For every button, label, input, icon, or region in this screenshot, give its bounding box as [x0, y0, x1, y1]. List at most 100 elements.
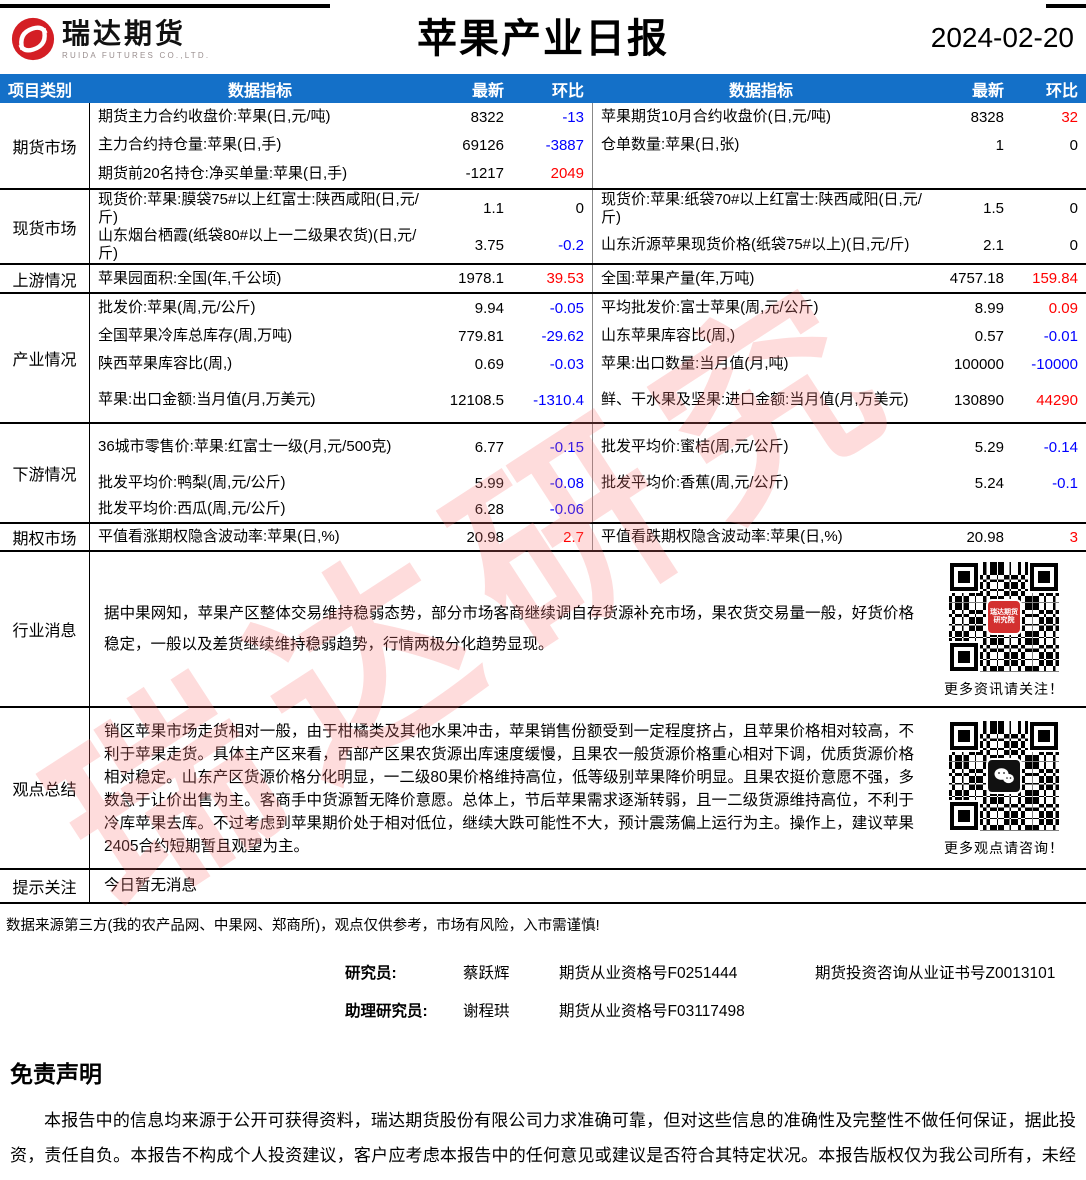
change-value: -0.03 [549, 355, 584, 373]
qr-finder-icon [950, 722, 978, 750]
latest-value: 12108.5 [449, 391, 504, 409]
latest-value: 130890 [953, 391, 1004, 409]
logo-name-en: RUIDA FUTURES CO.,LTD. [62, 50, 211, 60]
researcher-row: 研究员: 蔡跃辉 期货从业资格号F0251444 期货投资咨询从业证书号Z001… [345, 961, 1086, 983]
latest-value: 69126 [462, 136, 504, 154]
section-options: 期权市场 平值看涨期权隐含波动率:苹果(日,%) 20.98 2.7 平值看跌期… [0, 522, 1086, 550]
researchers-block: 研究员: 蔡跃辉 期货从业资格号F0251444 期货投资咨询从业证书号Z001… [345, 961, 1086, 1021]
news-content: 据中果网知，苹果产区整体交易维持稳弱态势，部分市场客商继续调自存货源补充市场，果… [90, 552, 1086, 706]
section-futures: 期货市场 期货主力合约收盘价:苹果(日,元/吨) 8322 -13 苹果期货10… [0, 103, 1086, 188]
col-header-category: 项目类别 [8, 82, 73, 100]
change-value: 0 [1069, 200, 1078, 217]
change-value: -13 [562, 108, 584, 126]
section-industry: 产业情况 批发价:苹果(周,元/公斤) 9.94 -0.05 平均批发价:富士苹… [0, 292, 1086, 422]
ruida-logo-icon [11, 17, 55, 61]
indicator: 山东烟台栖霞(纸袋80#以上一二级果农货)(日,元/斤) [98, 227, 417, 262]
researcher-row: 助理研究员: 谢程珙 期货从业资格号F03117498 [345, 999, 1086, 1021]
table-header-row: 项目类别 数据指标 最新 环比 数据指标 最新 环比 [0, 74, 1086, 103]
latest-value: 8322 [470, 108, 504, 126]
qr-code-contact [945, 717, 1063, 835]
change-value: -0.15 [549, 438, 584, 456]
indicator: 苹果期货10月合约收盘价(日,元/吨) [592, 103, 930, 131]
indicator [592, 496, 930, 522]
change-value: 44290 [1036, 391, 1078, 409]
qr-finder-icon [1030, 563, 1058, 591]
change-value: -0.06 [549, 500, 584, 518]
latest-value: 1.5 [983, 200, 1004, 217]
indicator: 批发平均价:香蕉(周,元/公斤) [592, 470, 930, 496]
indicator: 现货价:苹果:膜袋75#以上红富士:陕西咸阳(日,元/斤) [98, 190, 419, 226]
latest-value: 6.77 [474, 438, 504, 456]
change-value: 0 [575, 200, 584, 217]
ruida-badge-icon: 瑞达期货 研究院 [986, 599, 1022, 635]
disclaimer-section: 免责声明 本报告中的信息均来源于公开可获得资料，瑞达期货股份有限公司力求准确可靠… [0, 1055, 1086, 1180]
logo-text: 瑞达期货 RUIDA FUTURES CO.,LTD. [62, 18, 211, 60]
latest-value: 5.29 [974, 438, 1004, 456]
category-label: 期权市场 [0, 524, 90, 550]
indicator: 期货主力合约收盘价:苹果(日,元/吨) [98, 108, 331, 125]
indicator: 批发平均价:西瓜(周,元/公斤) [98, 500, 286, 517]
researcher-role: 助理研究员: [345, 1003, 428, 1020]
change-value: 32 [1061, 108, 1078, 126]
top-rule-right [1046, 4, 1086, 8]
change-value: 0.09 [1048, 299, 1078, 317]
change-value: -0.1 [1052, 474, 1078, 492]
category-label: 期货市场 [0, 103, 90, 188]
change-value: 0 [1069, 236, 1078, 254]
qr-finder-icon [950, 643, 978, 671]
data-source-note: 数据来源第三方(我的农产品网、中果网、郑商所)，观点仅供参考，市场有风险，入市需… [6, 918, 600, 934]
summary-text: 销区苹果市场走货相对一般，由于柑橘类及其他水果冲击，苹果销售份额受到一定程度挤占… [104, 723, 914, 855]
latest-value: 5.99 [474, 474, 504, 492]
summary-content: 销区苹果市场走货相对一般，由于柑橘类及其他水果冲击，苹果销售份额受到一定程度挤占… [90, 708, 1086, 868]
qr-finder-icon [1030, 722, 1058, 750]
indicator: 平均批发价:富士苹果(周,元/公斤) [592, 294, 930, 322]
report-date: 2024-02-20 [930, 22, 1074, 53]
indicator: 批发价:苹果(周,元/公斤) [98, 299, 256, 316]
indicator: 苹果:出口金额:当月值(月,万美元) [98, 391, 316, 408]
section-upstream: 上游情况 苹果园面积:全国(年,千公顷) 1978.1 39.53 全国:苹果产… [0, 263, 1086, 292]
category-label: 行业消息 [0, 552, 90, 706]
latest-value: 1978.1 [458, 270, 504, 287]
change-value: 2.7 [563, 528, 584, 546]
col-header-indicator-right: 数据指标 [728, 82, 793, 100]
latest-value: 5.24 [974, 474, 1004, 492]
indicator: 仓单数量:苹果(日,张) [592, 131, 930, 159]
qr-caption: 更多资讯请关注！ [944, 681, 1064, 697]
researcher-name: 谢程珙 [463, 1003, 510, 1020]
indicator: 平值看涨期权隐含波动率:苹果(日,%) [98, 528, 340, 545]
change-value: 2049 [550, 165, 584, 182]
change-value: -0.14 [1043, 438, 1078, 456]
top-rule-left [0, 4, 330, 8]
latest-value: 100000 [953, 355, 1004, 373]
latest-value: 0.57 [974, 327, 1004, 345]
latest-value: 9.94 [474, 299, 504, 317]
change-value: 159.84 [1032, 270, 1078, 287]
disclaimer-heading: 免责声明 [10, 1061, 102, 1087]
latest-value: -1217 [465, 165, 504, 182]
indicator: 36城市零售价:苹果:红富士一级(月,元/500克) [98, 438, 392, 455]
change-value: -29.62 [541, 327, 584, 345]
news-qr-block: 瑞达期货 研究院 更多资讯请关注！ [928, 555, 1086, 703]
latest-value: 779.81 [458, 327, 504, 345]
latest-value: 8328 [970, 108, 1004, 126]
latest-value: 6.28 [474, 500, 504, 518]
indicator: 批发平均价:蜜桔(周,元/公斤) [592, 424, 930, 470]
section-alert: 提示关注 今日暂无消息 [0, 868, 1086, 904]
latest-value: 1.1 [483, 200, 504, 217]
change-value: -3887 [545, 136, 584, 154]
indicator: 苹果:出口数量:当月值(月,吨) [592, 350, 930, 378]
col-header-latest-left: 最新 [471, 82, 504, 100]
col-header-latest-right: 最新 [971, 82, 1004, 100]
change-value: -1310.4 [533, 391, 584, 409]
category-label: 观点总结 [0, 708, 90, 868]
section-news: 行业消息 据中果网知，苹果产区整体交易维持稳弱态势，部分市场客商继续调自存货源补… [0, 550, 1086, 706]
change-value: -10000 [1031, 355, 1078, 373]
qr-code-news: 瑞达期货 研究院 [945, 558, 1063, 676]
researcher-cert: 期货从业资格号F03117498 [559, 1003, 745, 1020]
data-table: 项目类别 数据指标 最新 环比 数据指标 最新 环比 期货市场 期货主力合约收盘… [0, 74, 1086, 904]
alert-text: 今日暂无消息 [104, 877, 198, 894]
latest-value [930, 159, 1012, 188]
indicator: 现货价:苹果:纸袋70#以上红富士:陕西咸阳(日,元/斤) [592, 190, 930, 227]
indicator: 苹果园面积:全国(年,千公顷) [98, 269, 282, 287]
indicator: 全国苹果冷库总库存(周,万吨) [98, 327, 293, 344]
